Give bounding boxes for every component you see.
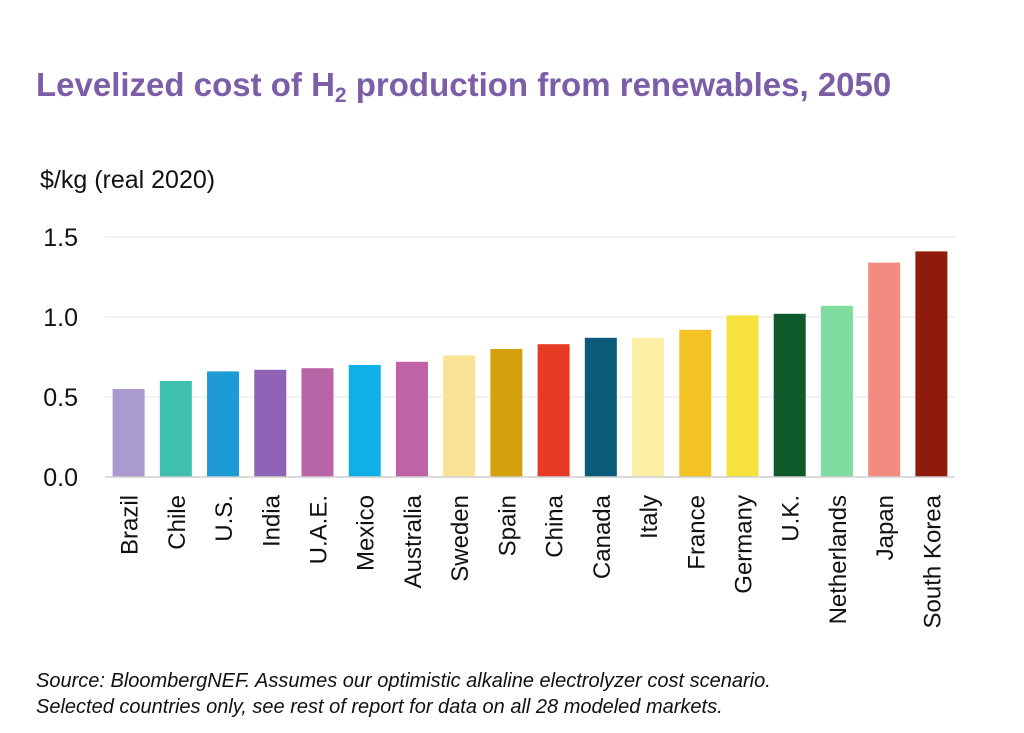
bar-mexico <box>348 365 381 477</box>
bar-france <box>679 329 712 477</box>
x-tick-label: Germany <box>731 495 758 594</box>
x-tick-label: China <box>542 494 569 557</box>
x-tick-label: Mexico <box>353 495 380 571</box>
y-tick-label: 1.0 <box>43 304 78 332</box>
title-suffix: production from renewables, 2050 <box>346 66 892 103</box>
bar-chile <box>159 381 192 477</box>
bar-canada <box>584 337 617 477</box>
y-tick-label: 0.0 <box>43 464 78 492</box>
x-tick-label: India <box>258 494 285 547</box>
x-tick-label: Japan <box>872 495 899 560</box>
x-tick-label: Sweden <box>447 495 474 582</box>
x-tick-label: Spain <box>494 495 521 556</box>
bar-u-k <box>773 313 806 477</box>
y-tick-label: 1.5 <box>43 224 78 252</box>
y-axis-unit-label: $/kg (real 2020) <box>40 166 216 194</box>
x-tick-label: South Korea <box>919 494 946 628</box>
bar-germany <box>726 315 759 477</box>
source-line-2: Selected countries only, see rest of rep… <box>36 696 723 718</box>
x-tick-label: U.A.E. <box>306 495 333 564</box>
x-tick-label: Brazil <box>117 495 144 555</box>
x-tick-label: Australia <box>400 494 427 588</box>
source-note: Source: BloombergNEF. Assumes our optimi… <box>36 668 771 720</box>
source-line-1: Source: BloombergNEF. Assumes our optimi… <box>36 670 771 692</box>
bar-u-s <box>207 371 240 477</box>
title-subscript: 2 <box>334 84 347 107</box>
bar-chart: 0.0 0.5 1.0 1.5 Brazil Chile U.S. India U.A.E. Me… <box>43 224 955 628</box>
chart-title: Levelized cost of H2 production from ren… <box>36 66 892 107</box>
bar-italy <box>632 337 665 477</box>
y-tick-label: 0.5 <box>43 384 78 412</box>
x-tick-label: Chile <box>164 495 191 550</box>
bar-china <box>537 344 570 477</box>
title-prefix: Levelized cost of H <box>36 66 335 103</box>
bar-south-korea <box>915 251 948 477</box>
x-tick-label: Canada <box>589 494 616 579</box>
x-tick-label: Netherlands <box>825 495 852 624</box>
x-tick-label: U.S. <box>211 495 238 542</box>
bar-brazil <box>112 389 145 477</box>
bar-australia <box>395 361 428 477</box>
bar-spain <box>490 349 523 477</box>
x-tick-label: France <box>683 495 710 570</box>
x-tick-label: U.K. <box>778 495 805 542</box>
x-tick-label: Italy <box>636 495 663 539</box>
bar-sweden <box>443 355 476 477</box>
bar-netherlands <box>820 305 853 477</box>
bar-japan <box>868 262 901 477</box>
bar-u-a-e <box>301 368 334 477</box>
bar-india <box>254 369 287 477</box>
